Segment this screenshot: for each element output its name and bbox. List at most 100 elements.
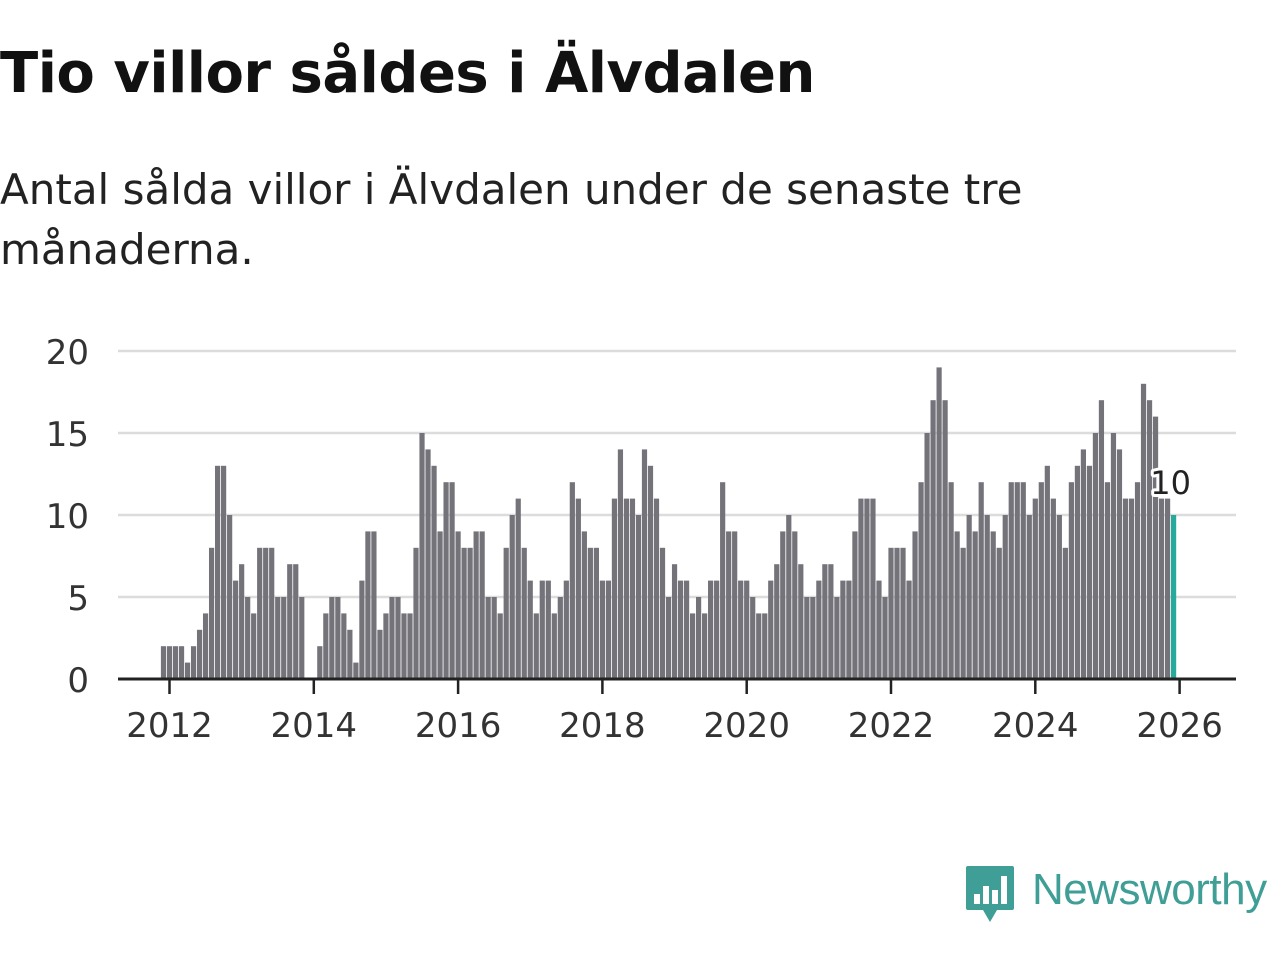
- bar-2012-11: [227, 515, 233, 679]
- bar-2022-02: [894, 547, 900, 679]
- bar-2015-02: [389, 597, 395, 679]
- bar-2016-12: [521, 547, 527, 679]
- bar-2015-10: [437, 531, 443, 679]
- bar-2021-11: [876, 580, 882, 679]
- bar-2018-04: [617, 449, 624, 679]
- bar-2022-12: [954, 531, 960, 679]
- bar-2021-02: [822, 564, 828, 679]
- bar-2019-11: [732, 531, 738, 679]
- bar-2021-10: [870, 498, 876, 679]
- bar-2014-03: [323, 613, 329, 679]
- y-tick-label-15: 15: [46, 415, 89, 455]
- bar-2023-07: [996, 547, 1002, 679]
- brand-name: Newsworthy: [1032, 865, 1267, 914]
- bar-2017-04: [545, 580, 551, 679]
- bar-2015-09: [431, 465, 437, 679]
- y-tick-label-5: 5: [67, 579, 89, 619]
- bar-2020-05: [768, 580, 774, 679]
- y-axis-ticks: 0 5 10 15 20: [46, 333, 89, 701]
- bar-2021-03: [828, 564, 834, 679]
- bar-2014-12: [377, 629, 383, 679]
- x-tick-label-2022: 2022: [848, 706, 935, 746]
- bar-2016-02: [461, 547, 467, 679]
- bar-2023-02: [966, 515, 972, 679]
- bar-2018-03: [611, 498, 618, 679]
- last-value-label: 10: [1150, 464, 1191, 502]
- bar-2013-07: [275, 597, 281, 679]
- bar-2016-09: [503, 547, 509, 679]
- bar-2017-11: [587, 547, 593, 679]
- bar-2023-10: [1014, 482, 1020, 679]
- bar-2017-06: [557, 597, 563, 679]
- bar-2016-07: [491, 597, 497, 679]
- x-tick-label-2026: 2026: [1136, 706, 1223, 746]
- bar-2020-06: [774, 564, 780, 679]
- bar-2016-08: [497, 613, 503, 679]
- bar-2021-06: [846, 580, 852, 679]
- bar-2023-11: [1020, 482, 1026, 679]
- bar-2015-03: [395, 597, 401, 679]
- bar-2023-08: [1002, 515, 1008, 679]
- bar-2024-07: [1068, 482, 1074, 679]
- bar-2017-03: [539, 580, 545, 679]
- bar-2021-07: [852, 531, 858, 679]
- bar-2015-06: [413, 547, 419, 679]
- bar-2024-02: [1038, 482, 1044, 679]
- bar-2012-12: [233, 580, 239, 679]
- bar-2024-06: [1062, 547, 1068, 679]
- bar-2025-05: [1128, 498, 1135, 679]
- chart-subtitle: Antal sålda villor i Älvdalen under de s…: [0, 165, 1023, 274]
- bar-2018-01: [599, 580, 605, 679]
- bar-2020-08: [786, 515, 792, 679]
- bar-2018-11: [659, 547, 666, 679]
- bar-2014-04: [329, 597, 335, 679]
- x-tick-label-2018: 2018: [559, 706, 646, 746]
- bar-2024-05: [1056, 515, 1062, 679]
- bar-2024-01: [1032, 498, 1038, 679]
- bar-2017-08: [569, 482, 575, 679]
- bar-2020-12: [810, 597, 816, 679]
- bar-2018-12: [665, 597, 672, 679]
- bar-2021-09: [864, 498, 870, 679]
- bar-2021-01: [816, 580, 822, 679]
- bar-2024-03: [1044, 465, 1050, 679]
- bar-2022-01: [888, 547, 894, 679]
- bar-2016-01: [455, 531, 461, 679]
- bar-2020-02: [750, 597, 756, 679]
- bar-2017-09: [575, 498, 581, 679]
- bar-2014-11: [371, 531, 377, 679]
- bar-2016-06: [485, 597, 491, 679]
- bar-2012-08: [208, 547, 215, 679]
- bar-2025-10: [1158, 498, 1165, 679]
- bar-2015-05: [407, 613, 413, 679]
- bar-2013-08: [281, 597, 287, 679]
- bar-2023-04: [978, 482, 984, 679]
- bar-2020-11: [804, 597, 810, 679]
- bar-2021-12: [882, 597, 888, 679]
- bar-2018-05: [623, 498, 630, 679]
- bar-2013-04: [257, 547, 263, 679]
- bar-2019-03: [683, 580, 690, 679]
- bar-2012-04: [184, 662, 191, 679]
- bar-2022-10: [942, 400, 948, 679]
- bar-2012-01: [166, 646, 173, 679]
- y-tick-label-20: 20: [46, 333, 89, 373]
- bar-2017-02: [533, 613, 539, 679]
- bar-2019-05: [696, 597, 702, 679]
- bar-2014-05: [335, 597, 341, 679]
- bar-2016-03: [467, 547, 473, 679]
- bar-2022-11: [948, 482, 954, 679]
- bar-2025-12: [1170, 515, 1177, 679]
- bar-2020-10: [798, 564, 804, 679]
- bar-2021-08: [858, 498, 864, 679]
- bar-2024-04: [1050, 498, 1056, 679]
- bar-2012-05: [190, 646, 197, 679]
- bar-2022-06: [918, 482, 924, 679]
- bar-2025-09: [1152, 416, 1159, 679]
- bar-2022-05: [912, 531, 918, 679]
- bar-2014-07: [347, 629, 353, 679]
- bar-2025-06: [1134, 482, 1141, 679]
- bar-2012-10: [221, 465, 227, 679]
- bar-2017-07: [563, 580, 569, 679]
- newsworthy-chart-icon: [966, 866, 1014, 922]
